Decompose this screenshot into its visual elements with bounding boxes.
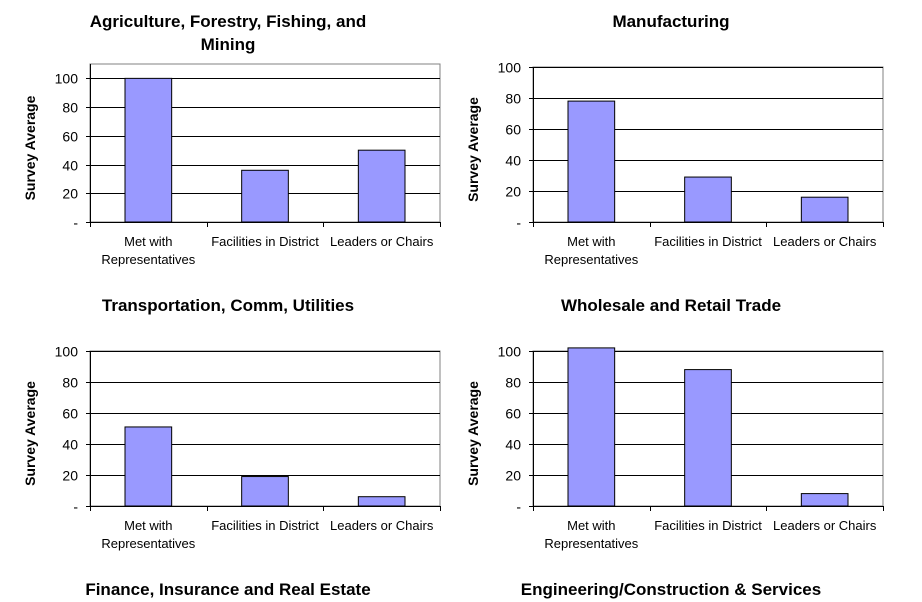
- y-tick-label: 100: [498, 344, 522, 360]
- chart-title: Finance, Insurance and Real Estate: [85, 580, 370, 599]
- y-tick-label: 80: [62, 100, 78, 116]
- x-tick-label: Leaders or Chairs: [773, 234, 877, 249]
- chart-5: Finance, Insurance and Real Estate: [85, 580, 370, 599]
- x-tick-label-line: Facilities in District: [654, 234, 762, 249]
- chart-title-line: Finance, Insurance and Real Estate: [85, 580, 370, 599]
- y-tick-label: 40: [505, 153, 521, 169]
- chart-2: Manufacturing - 20 40 60 80 100 Met with Represe…: [465, 12, 884, 267]
- y-tick-label: 40: [505, 437, 521, 453]
- bar: [800, 493, 849, 507]
- chart-title-line: Agriculture, Forestry, Fishing, and: [90, 12, 366, 31]
- x-tick-label-line: Facilities in District: [211, 234, 319, 249]
- y-tick-label: -: [516, 499, 521, 515]
- chart-title: Agriculture, Forestry, Fishing, and Minin…: [90, 12, 366, 54]
- x-tick-label-line: Met with: [567, 518, 615, 533]
- chart-title-line: Transportation, Comm, Utilities: [102, 296, 354, 315]
- y-tick-label: -: [73, 215, 78, 231]
- chart-4: Wholesale and Retail Trade - 20 40 60 80 100 Me…: [465, 296, 884, 551]
- bar: [567, 347, 616, 507]
- y-axis-label: Survey Average: [465, 97, 481, 202]
- x-tick-label-line: Met with: [567, 234, 615, 249]
- x-tick-label-line: Leaders or Chairs: [773, 518, 877, 533]
- x-tick-label-line: Facilities in District: [654, 518, 762, 533]
- x-tick-label-line: Representatives: [101, 252, 195, 267]
- x-tick-label: Leaders or Chairs: [330, 234, 434, 249]
- bar: [241, 169, 289, 223]
- y-tick-label: 100: [55, 71, 79, 87]
- chart-title: Manufacturing: [612, 12, 729, 31]
- x-tick-label: Facilities in District: [654, 518, 762, 533]
- x-tick-label-line: Representatives: [544, 252, 638, 267]
- y-tick-label: 100: [55, 344, 79, 360]
- y-tick-label: -: [516, 215, 521, 231]
- y-tick-label: 20: [505, 184, 521, 200]
- bar: [800, 196, 849, 223]
- chart-title: Engineering/Construction & Services: [521, 580, 821, 599]
- bar: [357, 149, 406, 223]
- y-axis-label: Survey Average: [22, 381, 38, 486]
- y-axis-label: Survey Average: [465, 381, 481, 486]
- x-tick-label-line: Leaders or Chairs: [773, 234, 877, 249]
- bar: [684, 176, 732, 223]
- chart-6: Engineering/Construction & Services: [521, 580, 821, 599]
- chart-title-line: Mining: [201, 35, 256, 54]
- y-tick-label: 100: [498, 60, 522, 76]
- x-tick-label: Leaders or Chairs: [330, 518, 434, 533]
- y-tick-label: 60: [505, 122, 521, 138]
- bar: [357, 496, 406, 507]
- x-tick-label-line: Leaders or Chairs: [330, 234, 434, 249]
- bar: [241, 476, 289, 507]
- x-tick-label-line: Representatives: [101, 536, 195, 551]
- y-axis-label: Survey Average: [22, 95, 38, 200]
- y-tick-label: 60: [505, 406, 521, 422]
- y-tick-label: 80: [505, 91, 521, 107]
- x-tick-label-line: Representatives: [544, 536, 638, 551]
- y-tick-label: 80: [62, 375, 78, 391]
- y-tick-label: 20: [505, 468, 521, 484]
- bar: [567, 100, 616, 223]
- x-tick-label: Met with Representatives: [101, 518, 195, 551]
- x-tick-label: Facilities in District: [654, 234, 762, 249]
- chart-title-line: Wholesale and Retail Trade: [561, 296, 781, 315]
- bar: [684, 369, 732, 507]
- x-tick-label: Met with Representatives: [544, 234, 638, 267]
- y-tick-label: 20: [62, 468, 78, 484]
- x-tick-label: Facilities in District: [211, 234, 319, 249]
- chart-title: Transportation, Comm, Utilities: [102, 296, 354, 315]
- x-tick-label-line: Met with: [124, 234, 172, 249]
- chart-1: Agriculture, Forestry, Fishing, and Minin…: [22, 12, 441, 267]
- x-tick-label: Met with Representatives: [101, 234, 195, 267]
- y-tick-label: 60: [62, 406, 78, 422]
- chart-3: Transportation, Comm, Utilities - 20 40 60 80…: [22, 296, 441, 551]
- chart-title-line: Engineering/Construction & Services: [521, 580, 821, 599]
- chart-title-line: Manufacturing: [612, 12, 729, 31]
- y-tick-label: -: [73, 499, 78, 515]
- chart-title: Wholesale and Retail Trade: [561, 296, 781, 315]
- x-tick-label-line: Met with: [124, 518, 172, 533]
- x-tick-label-line: Facilities in District: [211, 518, 319, 533]
- x-tick-label: Leaders or Chairs: [773, 518, 877, 533]
- y-tick-label: 80: [505, 375, 521, 391]
- bar: [124, 426, 173, 507]
- y-tick-label: 20: [62, 186, 78, 202]
- x-tick-label-line: Leaders or Chairs: [330, 518, 434, 533]
- y-tick-label: 60: [62, 129, 78, 145]
- y-tick-label: 40: [62, 158, 78, 174]
- x-tick-label: Facilities in District: [211, 518, 319, 533]
- x-tick-label: Met with Representatives: [544, 518, 638, 551]
- bar: [124, 77, 173, 223]
- y-tick-label: 40: [62, 437, 78, 453]
